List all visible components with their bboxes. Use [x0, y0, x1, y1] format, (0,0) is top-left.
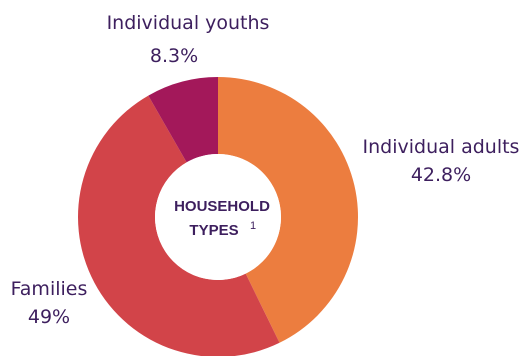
donut-slice-individual-youths	[148, 77, 218, 163]
donut-slice-individual-adults	[218, 77, 359, 343]
slice-value-individual-youths: 8.3%	[150, 45, 198, 67]
center-label-line-2: TYPES	[189, 222, 238, 239]
slice-value-individual-adults: 42.8%	[411, 164, 471, 186]
center-label-line-1: HOUSEHOLD	[174, 198, 270, 215]
slice-label-families: Families	[11, 278, 88, 300]
center-label-footnote: 1	[250, 220, 256, 232]
slice-label-individual-adults: Individual adults	[363, 136, 520, 158]
slice-label-individual-youths: Individual youths	[107, 12, 270, 34]
donut-slices	[77, 77, 359, 356]
donut-center-hole	[155, 154, 281, 280]
donut-slice-families	[77, 95, 280, 356]
slice-value-families: 49%	[28, 306, 70, 328]
